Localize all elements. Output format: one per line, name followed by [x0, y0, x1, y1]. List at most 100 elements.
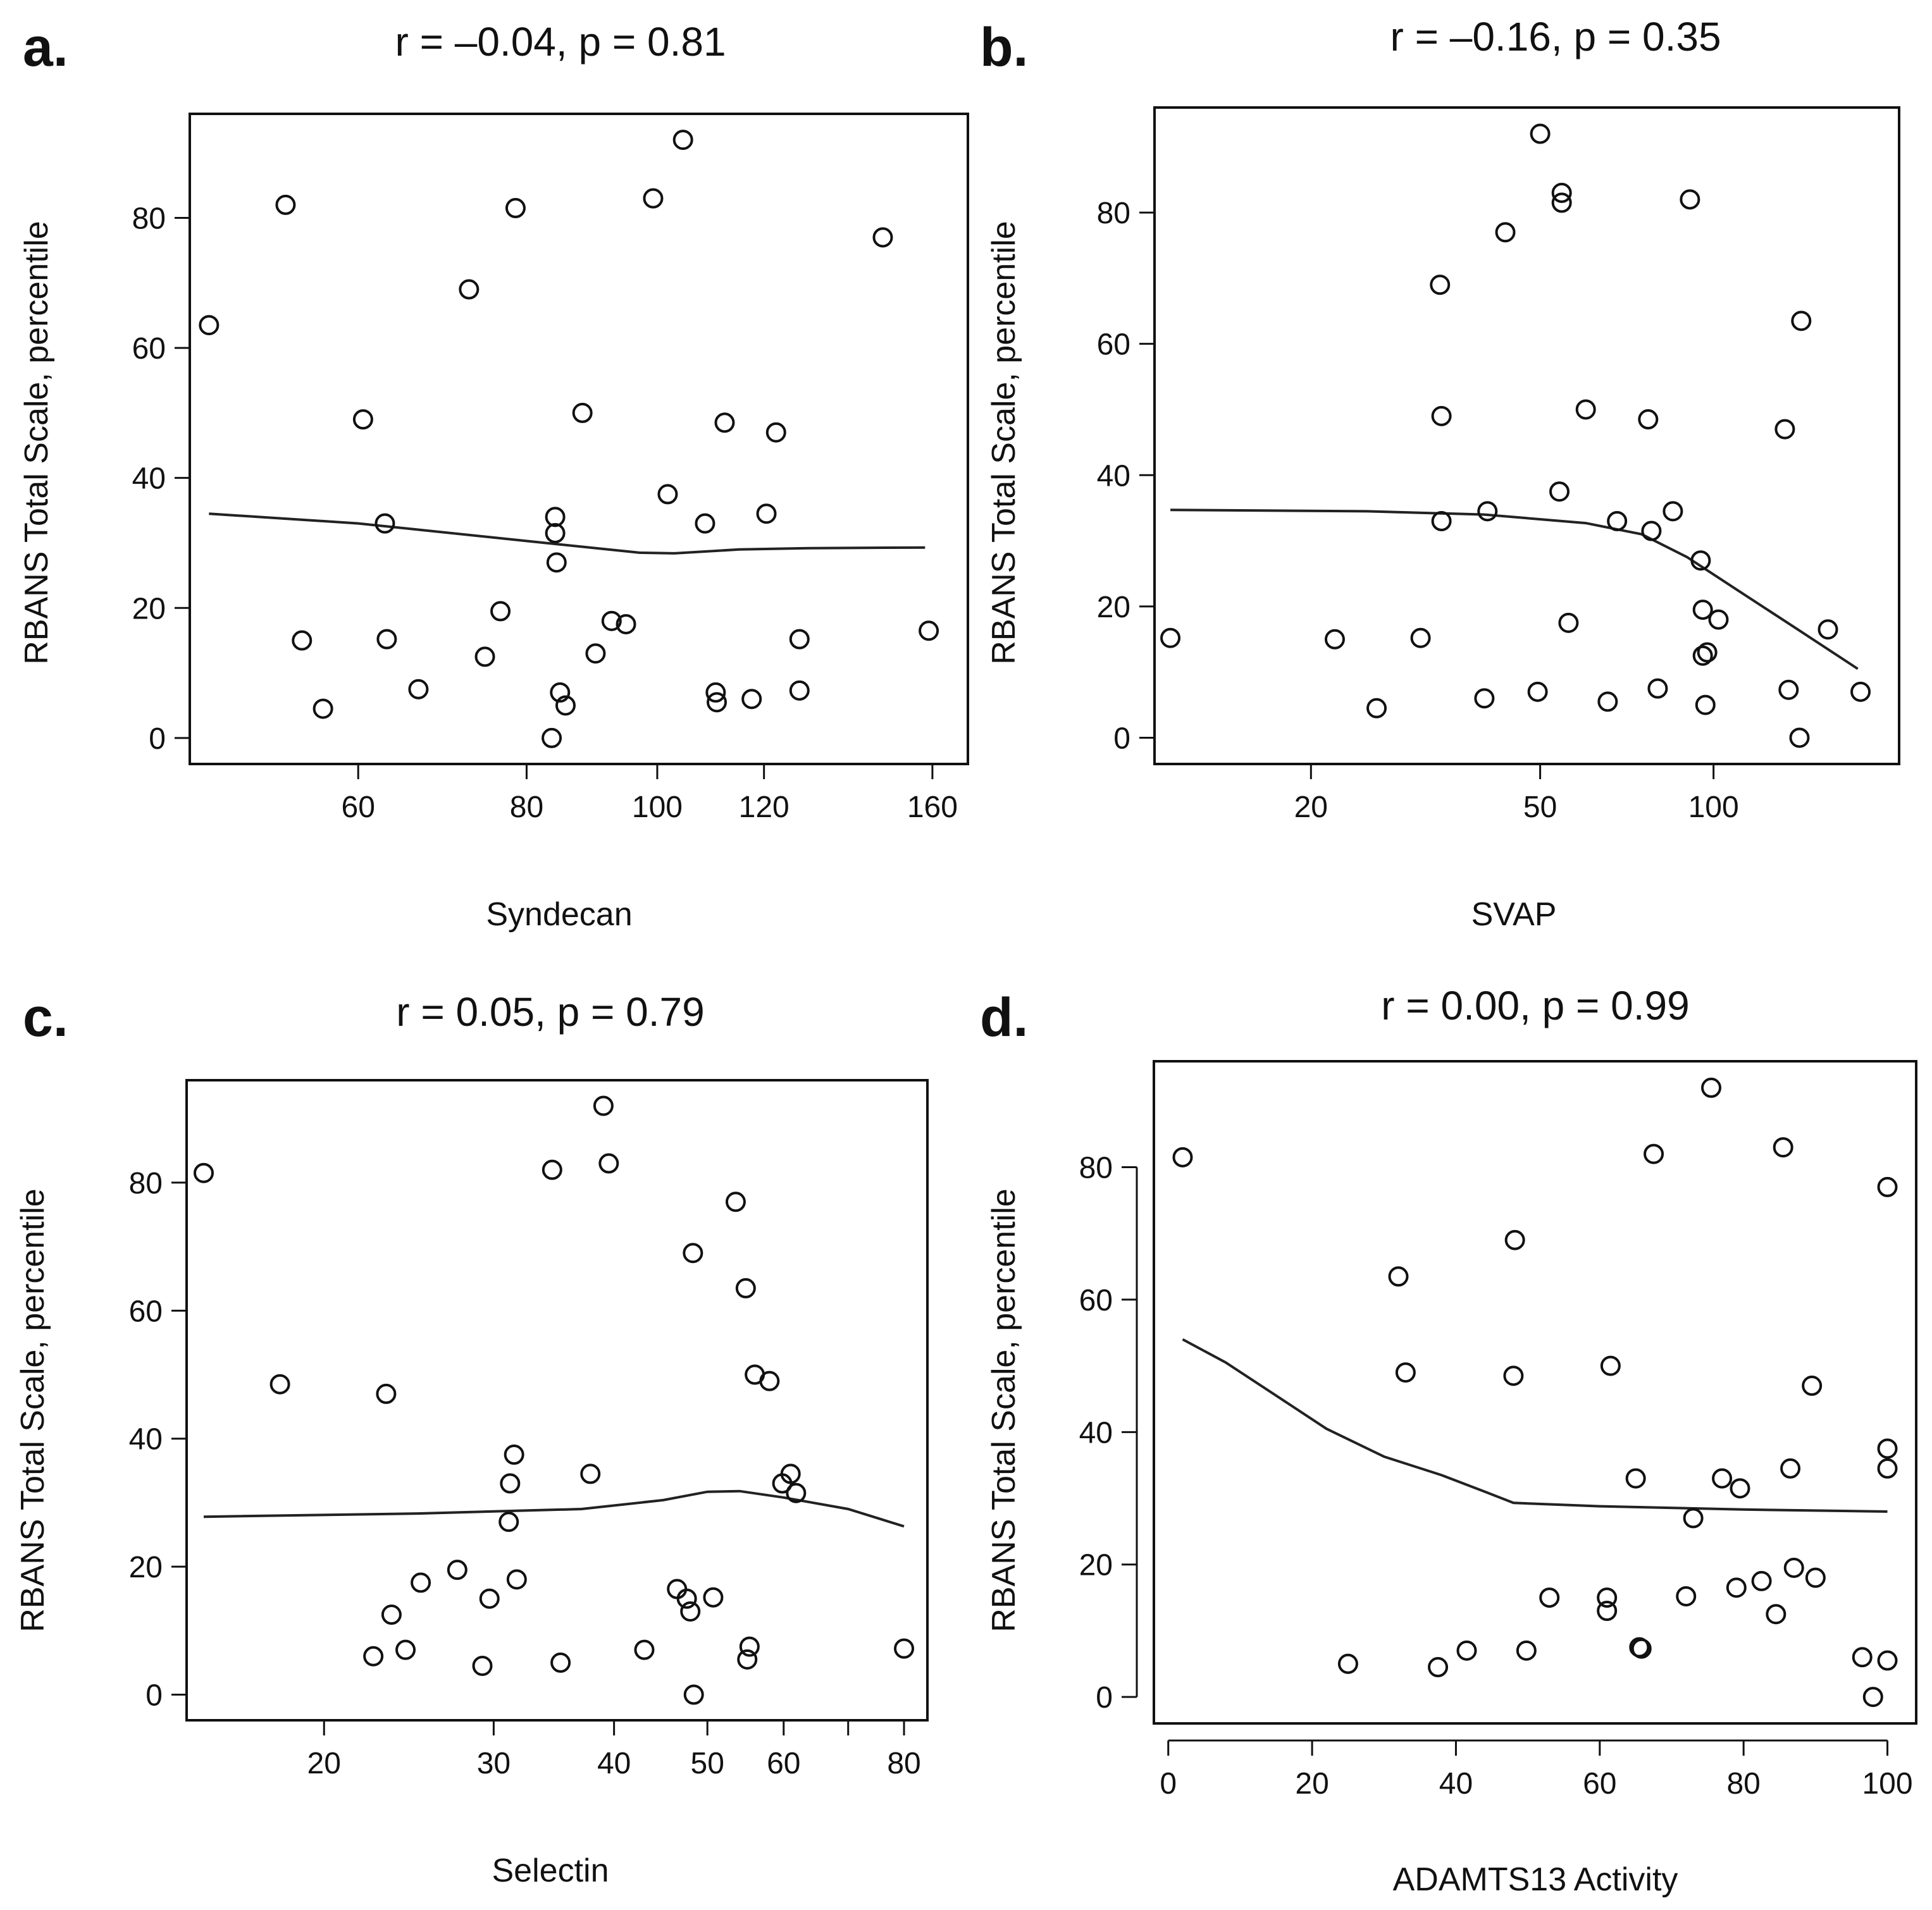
x-tick-label: 60: [1583, 1767, 1616, 1801]
data-point: [1877, 1438, 1898, 1459]
data-point: [1852, 1647, 1873, 1668]
x-tick-label: 20: [307, 1747, 341, 1780]
data-point: [193, 1162, 214, 1183]
chart-title: r = 0.00, p = 0.99: [1381, 983, 1690, 1028]
data-point: [472, 1655, 493, 1676]
data-point: [705, 682, 726, 703]
x-tick-label: 100: [1688, 791, 1739, 824]
data-point: [919, 620, 939, 641]
x-tick-label: 120: [739, 791, 790, 824]
data-point: [1431, 510, 1452, 531]
data-point: [504, 1445, 524, 1465]
data-point: [1530, 123, 1551, 144]
data-point: [1597, 1587, 1618, 1608]
data-point: [459, 279, 480, 300]
x-tick-label: 100: [1862, 1767, 1912, 1801]
x-tick-label: 80: [887, 1747, 920, 1780]
data-point: [765, 422, 786, 443]
y-tick-label: 20: [1097, 591, 1130, 624]
data-point: [1676, 1586, 1697, 1606]
y-tick-label: 0: [1096, 1681, 1113, 1715]
y-tick-label: 20: [129, 1551, 163, 1584]
data-point: [199, 315, 220, 336]
data-point: [894, 1638, 915, 1659]
data-point: [505, 198, 526, 219]
data-point: [1647, 678, 1668, 699]
chart-panel-b: b. r = –0.16, p = 0.35 20 50 100 0 20 40 60 80 …: [966, 0, 1932, 955]
data-point: [1431, 405, 1452, 426]
y-tick-label: 60: [132, 332, 166, 366]
data-point: [1774, 419, 1795, 440]
data-point: [1504, 1229, 1525, 1250]
chart-panel-d: d. r = 0.00, p = 0.99 0 20 40 60 80 100 0 20 40 6…: [966, 955, 1932, 1910]
x-tick-label: 80: [510, 791, 543, 824]
data-point: [555, 695, 576, 716]
data-point: [1712, 1468, 1733, 1489]
data-point: [1701, 1077, 1722, 1098]
data-point: [1395, 1362, 1416, 1383]
data-point: [1877, 1458, 1898, 1479]
data-point: [1708, 609, 1729, 630]
data-point: [1778, 679, 1799, 700]
data-point: [759, 1371, 780, 1391]
smooth-line: [1182, 1338, 1888, 1513]
x-axis-label: ADAMTS13 Activity: [1392, 1861, 1678, 1898]
data-point: [756, 503, 777, 524]
y-tick-label: 0: [1113, 722, 1130, 755]
data-point: [1730, 1478, 1750, 1499]
data-point: [1789, 727, 1810, 748]
data-point: [1697, 642, 1718, 663]
data-point: [1692, 600, 1713, 620]
data-point: [375, 513, 395, 534]
data-point: [585, 643, 606, 664]
data-point: [498, 1512, 519, 1532]
data-point: [1324, 629, 1345, 650]
data-point: [667, 1579, 688, 1599]
data-point: [408, 679, 429, 699]
data-point: [1802, 1376, 1823, 1396]
data-point: [546, 552, 567, 573]
data-point: [676, 1588, 697, 1609]
data-point: [1695, 694, 1716, 715]
data-point: [542, 1159, 562, 1180]
data-point: [707, 692, 728, 713]
data-point: [542, 727, 562, 748]
y-axis-label: RBANS Total Scale, percentile: [986, 1188, 1022, 1632]
data-point: [695, 513, 715, 534]
data-point: [1474, 688, 1495, 709]
y-tick-label: 0: [146, 1679, 163, 1713]
data-point: [479, 1588, 500, 1609]
plot-frame: [1153, 1060, 1917, 1725]
x-tick-label: 20: [1294, 791, 1328, 824]
chart-title: r = –0.04, p = 0.81: [395, 19, 726, 65]
data-point: [1726, 1577, 1747, 1598]
x-axis-label: Syndecan: [486, 896, 633, 933]
data-point: [1410, 627, 1431, 648]
plot-frame: [189, 113, 969, 765]
y-tick-label: 40: [129, 1423, 163, 1457]
x-tick-label: 20: [1295, 1767, 1328, 1801]
y-tick-label: 60: [1079, 1284, 1113, 1317]
data-point: [634, 1639, 655, 1660]
data-point: [1597, 1601, 1618, 1622]
plot-area: 0 20 40 60 80 100 0 20 40 60 80: [1079, 1060, 1917, 1801]
data-point: [657, 484, 678, 505]
plot-area: 60 80 100 120 160 0 20 40 60 80: [132, 113, 969, 824]
x-tick-label: 80: [1726, 1767, 1760, 1801]
data-point: [376, 1383, 397, 1404]
y-tick-label: 80: [1079, 1152, 1113, 1185]
data-point: [1690, 550, 1711, 571]
data-point: [1805, 1567, 1826, 1588]
data-point: [680, 1601, 701, 1622]
y-tick-label: 40: [132, 462, 166, 496]
data-point: [780, 1463, 801, 1484]
data-point: [1862, 1687, 1883, 1708]
data-point: [1766, 1604, 1786, 1625]
y-tick-label: 20: [132, 592, 166, 625]
data-point: [703, 1587, 724, 1608]
data-point: [1172, 1147, 1193, 1168]
data-point: [395, 1639, 416, 1660]
data-point: [1388, 1266, 1409, 1287]
panel-letter: b.: [980, 17, 1029, 78]
x-tick-label: 30: [477, 1747, 511, 1780]
